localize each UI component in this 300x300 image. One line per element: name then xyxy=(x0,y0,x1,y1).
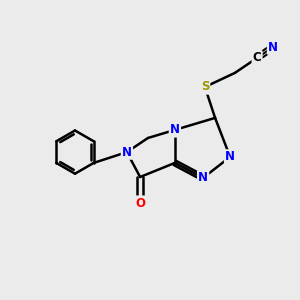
Text: N: N xyxy=(122,146,132,159)
Text: O: O xyxy=(135,196,145,210)
Text: N: N xyxy=(198,171,208,184)
Text: N: N xyxy=(268,40,278,54)
Text: N: N xyxy=(225,150,235,164)
Text: N: N xyxy=(170,123,180,136)
Text: S: S xyxy=(201,80,209,94)
Text: C: C xyxy=(253,51,262,64)
